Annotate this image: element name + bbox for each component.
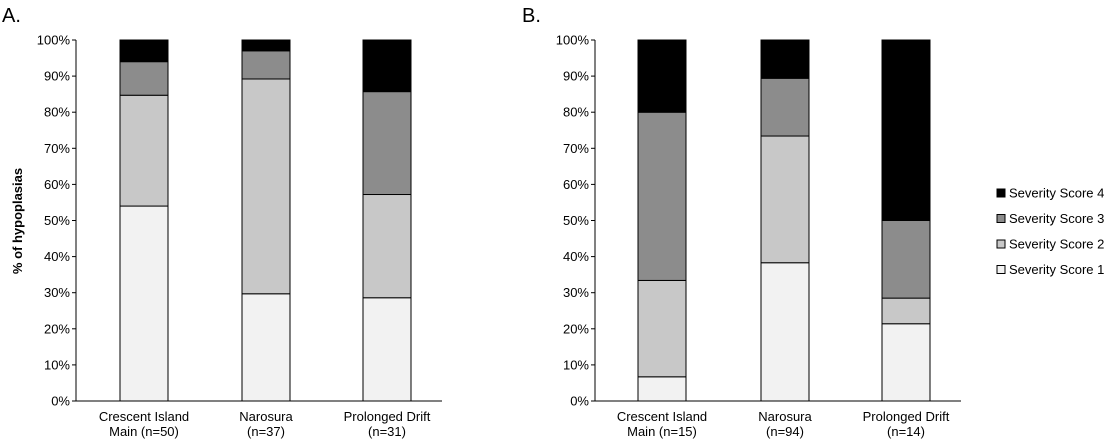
y-tick-label: 80%: [563, 105, 589, 120]
panel-b-y-ticks: 0% 10% 20% 30% 40% 50% 60% 70% 80% 90% 100%: [556, 33, 590, 409]
y-tick-label: 40%: [44, 249, 70, 264]
y-tick-label: 80%: [44, 105, 70, 120]
legend-swatch: [996, 265, 1006, 274]
bar-segment-severity-score-4: [760, 39, 810, 79]
panel-b-label: B.: [522, 5, 541, 27]
bar-segment-severity-score-4: [119, 39, 169, 63]
panel-a-label: A.: [2, 5, 21, 27]
panel-a-bars: [119, 39, 412, 402]
y-tick-label: 70%: [563, 141, 589, 156]
bar-segment-severity-score-1: [760, 262, 810, 402]
y-tick-label: 50%: [563, 213, 589, 228]
legend-swatch: [996, 239, 1006, 249]
x-category-label: Prolonged Drift: [344, 409, 431, 424]
y-tick-label: 0%: [570, 394, 589, 409]
x-category-label: Main (n=50): [109, 424, 179, 439]
bar-segment-severity-score-2: [119, 94, 169, 207]
y-tick-label: 60%: [563, 177, 589, 192]
y-tick-label: 20%: [563, 321, 589, 336]
bar-segment-severity-score-4: [881, 39, 931, 221]
legend-label: Severity Score 3: [1009, 211, 1104, 226]
bar-segment-severity-score-4: [362, 39, 412, 93]
x-category-label: Crescent Island: [99, 409, 189, 424]
panel-a-y-ticks: 0% 10% 20% 30% 40% 50% 60% 70% 80% 90% 100%: [37, 33, 71, 409]
legend-swatch: [996, 214, 1006, 223]
x-category-label: Crescent Island: [617, 409, 707, 424]
bar-segment-severity-score-1: [881, 323, 931, 402]
legend-label: Severity Score 1: [1009, 262, 1104, 277]
bar-segment-severity-score-3: [241, 50, 291, 80]
x-category-label: Main (n=15): [627, 424, 697, 439]
bar-segment-severity-score-2: [637, 279, 687, 378]
bar-segment-severity-score-1: [637, 376, 687, 402]
y-tick-label: 30%: [563, 285, 589, 300]
legend-label: Severity Score 2: [1009, 237, 1104, 252]
x-category-label: (n=94): [766, 424, 804, 439]
bar-segment-severity-score-3: [637, 111, 687, 281]
x-category-label: (n=14): [887, 424, 925, 439]
bar-segment-severity-score-3: [881, 220, 931, 299]
y-tick-label: 60%: [44, 177, 70, 192]
y-axis-label: % of hypoplasias: [10, 168, 25, 274]
y-tick-label: 0%: [51, 394, 70, 409]
y-tick-label: 70%: [44, 141, 70, 156]
legend-label: Severity Score 4: [1009, 186, 1104, 201]
y-tick-label: 10%: [563, 357, 589, 372]
panel-b-axes: [591, 39, 961, 402]
y-tick-label: 100%: [37, 33, 71, 48]
x-category-label: (n=37): [247, 424, 285, 439]
y-tick-label: 90%: [563, 69, 589, 84]
bar-segment-severity-score-2: [241, 78, 291, 295]
bar-segment-severity-score-4: [241, 39, 291, 52]
bar-segment-severity-score-1: [362, 297, 412, 402]
bar-segment-severity-score-3: [760, 77, 810, 137]
y-tick-label: 10%: [44, 357, 70, 372]
legend-swatch: [996, 188, 1006, 198]
bar-segment-severity-score-1: [119, 205, 169, 402]
x-category-label: Narosura: [239, 409, 293, 424]
x-category-label: (n=31): [368, 424, 406, 439]
bar-segment-severity-score-2: [362, 194, 412, 299]
y-tick-label: 30%: [44, 285, 70, 300]
bar-segment-severity-score-4: [637, 39, 687, 113]
x-category-label: Prolonged Drift: [863, 409, 950, 424]
bar-segment-severity-score-2: [760, 135, 810, 264]
legend: Severity Score 4 Severity Score 3 Severity…: [996, 186, 1104, 277]
x-category-label: Narosura: [758, 409, 812, 424]
bar-segment-severity-score-3: [362, 91, 412, 196]
y-tick-label: 20%: [44, 321, 70, 336]
panel-a: A. % of hypoplasias 0% 10% 20% 30% 40% 50% 60%…: [2, 5, 442, 439]
bar-segment-severity-score-3: [119, 61, 169, 96]
bar-segment-severity-score-2: [881, 297, 931, 325]
y-tick-label: 50%: [44, 213, 70, 228]
panel-b-bars: [637, 39, 931, 402]
y-tick-label: 100%: [556, 33, 590, 48]
y-tick-label: 90%: [44, 69, 70, 84]
panel-a-axes: [72, 39, 442, 402]
bar-segment-severity-score-1: [241, 293, 291, 402]
panel-b: B. 0% 10% 20% 30% 40% 50% 60% 70% 80% 90% 100% Cre…: [522, 5, 961, 439]
y-tick-label: 40%: [563, 249, 589, 264]
